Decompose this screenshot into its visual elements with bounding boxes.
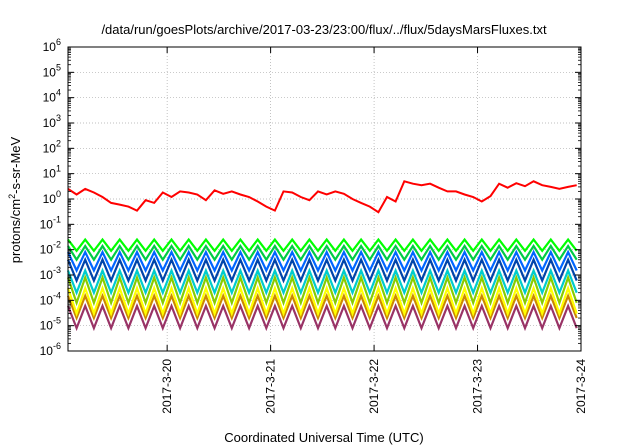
y-tick-label: 10-6 xyxy=(40,341,61,358)
series-line xyxy=(67,249,578,274)
series-layer xyxy=(66,180,578,332)
y-tick-label: 10-5 xyxy=(40,316,61,333)
y-tick-label: 10-2 xyxy=(40,240,61,257)
y-tick-label: 10-3 xyxy=(40,265,61,282)
y-tick-label: 105 xyxy=(43,62,61,79)
series-line xyxy=(67,180,577,214)
x-tick-label: 2017-3-20 xyxy=(160,359,174,414)
series-line xyxy=(66,284,578,318)
x-tick-label: 2017-3-24 xyxy=(574,359,588,414)
y-tick-label: 106 xyxy=(43,37,61,54)
x-tick-label: 2017-3-21 xyxy=(264,359,278,414)
series-line xyxy=(66,302,578,332)
x-axis: 2017-3-20 2017-3-21 2017-3-22 2017-3-23 2017… xyxy=(160,47,588,414)
y-tick-label: 102 xyxy=(43,138,61,155)
chart-title: /data/run/goesPlots/archive/2017-03-23/2… xyxy=(101,22,547,37)
series-line xyxy=(66,256,578,284)
y-tick-label: 101 xyxy=(43,164,61,181)
series-line xyxy=(66,292,578,322)
series-line xyxy=(67,243,578,262)
y-axis-label-sup: 2 xyxy=(7,194,17,199)
y-tick-label: 103 xyxy=(43,113,61,130)
y-axis-label: protons/cm2-s-sr-MeV xyxy=(7,136,23,263)
series-line xyxy=(66,274,578,307)
y-tick-label: 104 xyxy=(43,88,61,105)
y-axis-label-rest: -s-sr-MeV xyxy=(8,136,23,193)
y-axis-label-base: protons/cm xyxy=(8,199,23,263)
x-tick-label: 2017-3-22 xyxy=(367,359,381,414)
series-line xyxy=(67,237,578,253)
y-tick-label: 100 xyxy=(43,189,61,206)
y-tick-label: 10-4 xyxy=(40,290,61,307)
x-tick-label: 2017-3-23 xyxy=(471,359,485,414)
y-tick-label: 10-1 xyxy=(40,214,61,231)
y-axis: 10-6 10-5 10-4 10-3 10-2 10-1 100 101 102 103 104 1… xyxy=(40,37,581,358)
series-line xyxy=(66,267,578,296)
x-axis-label: Coordinated Universal Time (UTC) xyxy=(224,430,423,445)
